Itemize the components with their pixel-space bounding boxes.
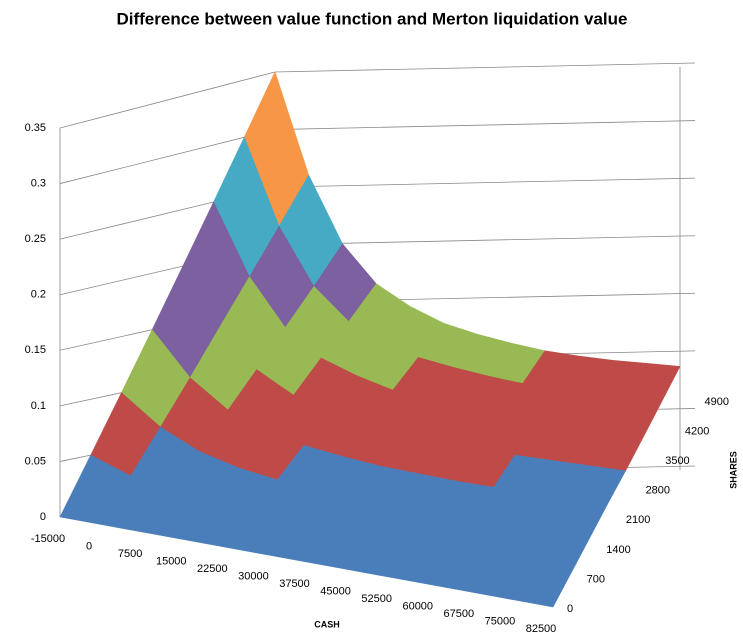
x-tick-label: 75000 bbox=[485, 615, 516, 627]
z-tick-label: 0 bbox=[40, 511, 46, 523]
x-tick-label: 7500 bbox=[118, 548, 142, 560]
grid-line bbox=[274, 120, 696, 130]
x-axis-label: CASH bbox=[314, 619, 340, 629]
z-tick-label: 0.15 bbox=[25, 344, 46, 356]
y-tick-label: 0 bbox=[567, 603, 573, 615]
z-tick-label: 0.2 bbox=[31, 289, 46, 301]
z-tick-label: 0.25 bbox=[25, 233, 46, 245]
grid-line bbox=[274, 177, 696, 188]
z-tick-label: 0.05 bbox=[25, 455, 46, 467]
x-tick-label: 67500 bbox=[444, 608, 475, 620]
x-tick-label: -15000 bbox=[31, 533, 65, 545]
y-tick-label: 4900 bbox=[705, 396, 729, 408]
x-tick-label: 30000 bbox=[238, 570, 269, 582]
y-tick-label: 700 bbox=[587, 573, 605, 585]
x-tick-label: 22500 bbox=[197, 563, 228, 575]
x-tick-label: 45000 bbox=[320, 585, 351, 597]
y-tick-label: 1400 bbox=[606, 544, 630, 556]
y-tick-label: 3500 bbox=[665, 455, 689, 467]
y-axis-label: SHARES bbox=[728, 451, 738, 489]
z-tick-label: 0.35 bbox=[25, 122, 46, 134]
grid-line bbox=[59, 71, 276, 129]
y-tick-label: 4200 bbox=[685, 425, 709, 437]
x-tick-label: 60000 bbox=[402, 600, 433, 612]
grid-line bbox=[274, 62, 696, 73]
chart-title: Difference between value function and Me… bbox=[116, 9, 627, 28]
z-tick-label: 0.1 bbox=[31, 400, 46, 412]
y-tick-label: 2800 bbox=[646, 485, 670, 497]
x-tick-label: 37500 bbox=[279, 578, 310, 590]
x-tick-label: 0 bbox=[86, 540, 92, 552]
surface-cell bbox=[511, 566, 572, 608]
x-tick-label: 15000 bbox=[156, 555, 187, 567]
grid-line bbox=[59, 129, 276, 184]
x-tick-label: 52500 bbox=[361, 593, 392, 605]
grid-line bbox=[274, 235, 696, 246]
z-tick-label: 0.3 bbox=[31, 177, 46, 189]
y-tick-label: 2100 bbox=[626, 514, 650, 526]
x-tick-label: 82500 bbox=[526, 623, 557, 634]
